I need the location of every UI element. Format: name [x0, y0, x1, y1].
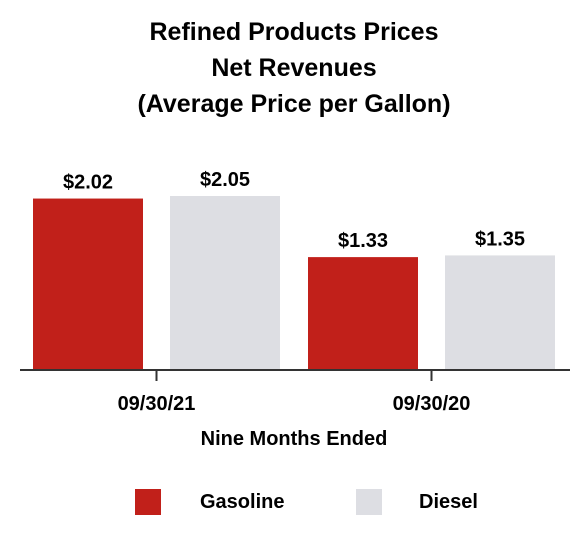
- bar-diesel-1: [445, 255, 555, 370]
- legend-swatch-diesel: [356, 489, 382, 515]
- data-label-diesel-0: $2.05: [200, 169, 250, 191]
- bar-gasoline-0: [33, 198, 143, 370]
- x-tick-label-1: 09/30/20: [393, 393, 471, 415]
- x-tick-label-0: 09/30/21: [118, 393, 196, 415]
- bar-diesel-0: [170, 196, 280, 370]
- data-label-gasoline-0: $2.02: [63, 172, 113, 194]
- legend-label-diesel: Diesel: [419, 491, 478, 513]
- chart-title-line-3: (Average Price per Gallon): [137, 90, 451, 118]
- x-axis-title: Nine Months Ended: [201, 428, 388, 450]
- legend-label-gasoline: Gasoline: [200, 491, 285, 513]
- legend-swatch-gasoline: [135, 489, 161, 515]
- chart-title-line-2: Net Revenues: [211, 54, 377, 82]
- chart-title-line-1: Refined Products Prices: [149, 18, 439, 46]
- bar-gasoline-1: [308, 257, 418, 370]
- data-label-diesel-1: $1.35: [475, 228, 525, 250]
- data-label-gasoline-1: $1.33: [338, 230, 388, 252]
